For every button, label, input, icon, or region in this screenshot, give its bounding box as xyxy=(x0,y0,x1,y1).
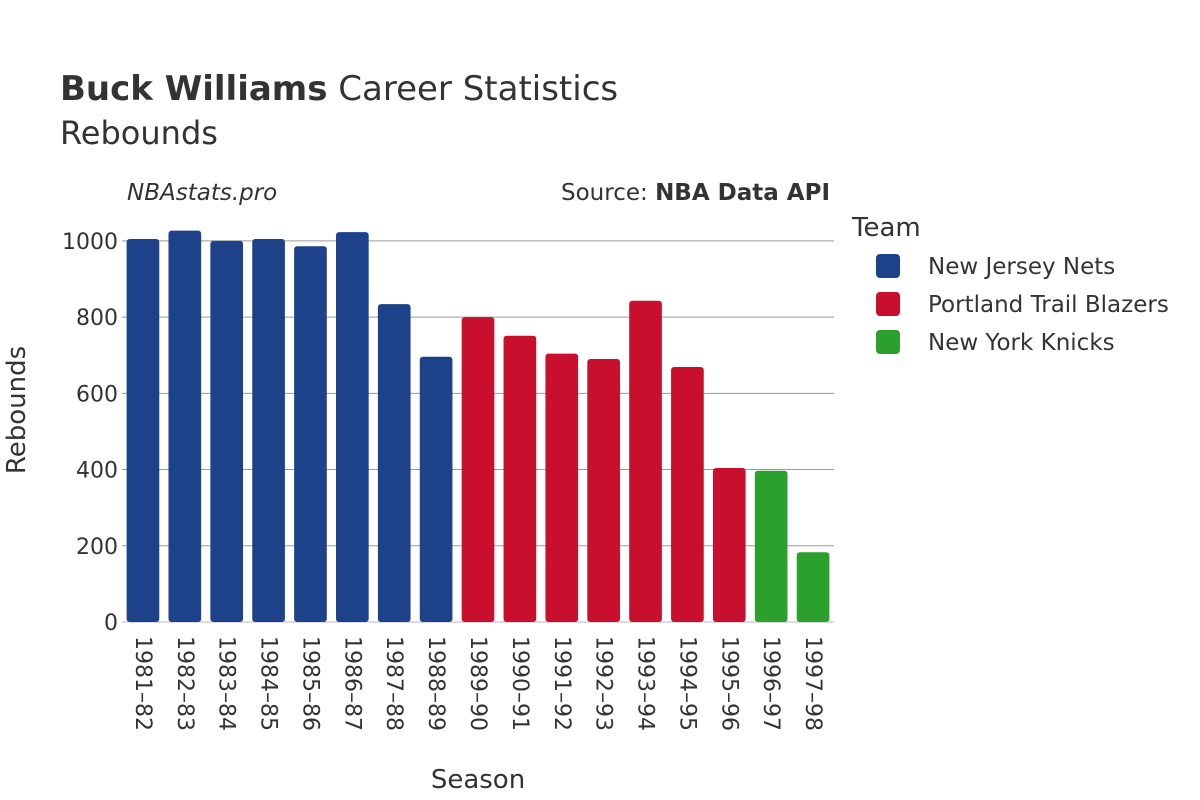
source-prefix: Source: xyxy=(561,180,655,206)
chart-title-rest-text: Career Statistics xyxy=(338,69,618,109)
y-tick-label: 0 xyxy=(104,611,118,636)
bar xyxy=(461,317,495,622)
y-axis-ticks: 0 200 400 600 800 1000 xyxy=(62,230,118,636)
x-tick-label: 1988–89 xyxy=(423,636,448,731)
bar xyxy=(210,240,244,622)
x-tick-label: 1994–95 xyxy=(674,636,699,731)
x-tick-label: 1987–88 xyxy=(381,636,406,731)
bar xyxy=(168,230,202,622)
y-tick-label: 600 xyxy=(76,382,118,407)
bar xyxy=(377,304,411,622)
legend-swatch xyxy=(876,292,900,316)
x-tick-label: 1992–93 xyxy=(591,636,616,731)
bar xyxy=(754,470,788,622)
chart-title: Buck Williams Career Statistics xyxy=(60,69,618,109)
x-tick-label: 1981–82 xyxy=(130,636,155,731)
bar xyxy=(545,353,579,622)
bar xyxy=(126,238,160,622)
x-tick-label: 1986–87 xyxy=(339,636,364,731)
legend-label: New Jersey Nets xyxy=(928,254,1115,280)
bars xyxy=(126,230,830,623)
x-tick-label: 1990–91 xyxy=(507,636,532,731)
bar xyxy=(294,246,327,622)
chart-title-rest xyxy=(327,69,338,109)
x-tick-label: 1983–84 xyxy=(214,636,239,731)
x-tick-label: 1982–83 xyxy=(172,636,197,731)
legend-swatch xyxy=(876,254,900,278)
x-tick-label: 1985–86 xyxy=(297,636,322,731)
legend: New Jersey Nets Portland Trail Blazers New… xyxy=(876,254,1169,356)
legend-label: New York Knicks xyxy=(928,330,1115,356)
x-tick-label: 1995–96 xyxy=(716,636,741,731)
bar xyxy=(671,367,704,622)
x-tick-label: 1991–92 xyxy=(549,636,574,731)
chart-title-bold: Buck Williams xyxy=(60,69,327,109)
bar xyxy=(796,552,830,622)
x-tick-label: 1989–90 xyxy=(465,636,490,731)
y-tick-label: 400 xyxy=(76,459,118,484)
bar xyxy=(252,238,285,622)
bar xyxy=(629,300,662,622)
bar xyxy=(712,468,746,622)
credit-text: NBAstats.pro xyxy=(127,180,277,206)
x-tick-label: 1996–97 xyxy=(758,636,783,731)
legend-title: Team xyxy=(851,213,921,243)
legend-label: Portland Trail Blazers xyxy=(928,292,1169,318)
bar xyxy=(503,335,537,622)
x-axis-title: Season xyxy=(431,765,525,795)
x-tick-label: 1984–85 xyxy=(256,636,281,731)
x-tick-label: 1993–94 xyxy=(633,636,658,731)
y-tick-label: 800 xyxy=(76,306,118,331)
y-tick-label: 200 xyxy=(76,535,118,560)
y-tick-label: 1000 xyxy=(62,230,118,255)
bar xyxy=(336,232,369,623)
x-axis-ticks: 1981–82 1982–83 1983–84 1984–85 1985–86 1986–… xyxy=(130,636,825,731)
bar xyxy=(419,356,453,622)
chart-subtitle: Rebounds xyxy=(60,114,218,152)
legend-swatch xyxy=(876,330,900,354)
bar xyxy=(587,359,620,622)
source-text: Source: NBA Data API xyxy=(561,180,830,206)
x-tick-label: 1997–98 xyxy=(800,636,825,731)
y-axis-title: Rebounds xyxy=(2,346,32,474)
source-name: NBA Data API xyxy=(655,180,830,206)
